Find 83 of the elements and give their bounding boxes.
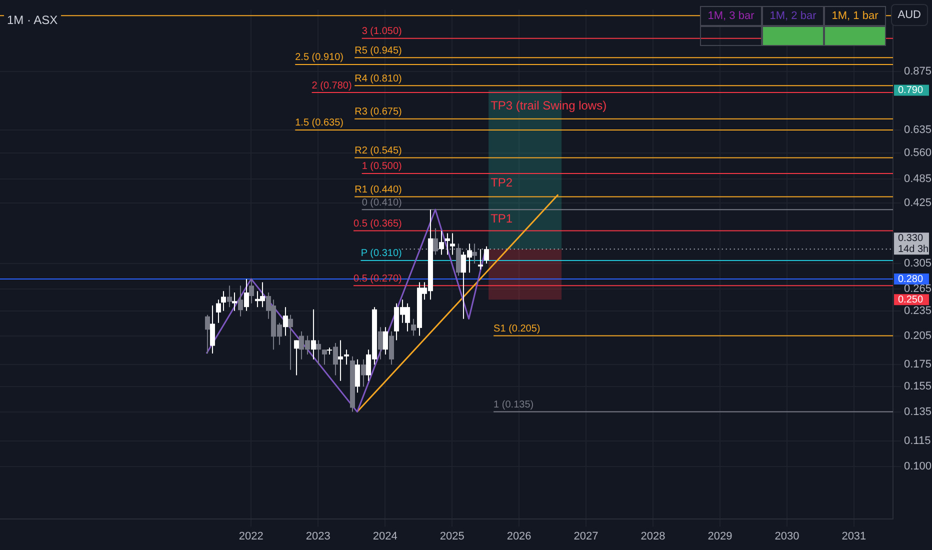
candlestick bbox=[344, 349, 349, 366]
x-tick-label: 2025 bbox=[440, 530, 464, 542]
ref-line-label: 1 (0.500) bbox=[362, 161, 402, 172]
candlestick bbox=[478, 248, 483, 270]
x-tick-label: 2023 bbox=[306, 530, 330, 542]
candlestick bbox=[316, 340, 321, 366]
candlestick bbox=[378, 326, 383, 360]
annotation: 0.280 bbox=[898, 274, 924, 285]
annotation: 1M, 3 bar bbox=[700, 6, 762, 26]
text: AUD bbox=[890, 4, 928, 26]
y-tick-label: 0.155 bbox=[904, 380, 932, 393]
candlestick bbox=[383, 326, 388, 355]
y-tick-label: 0.135 bbox=[904, 406, 932, 418]
candlestick bbox=[439, 230, 444, 256]
candlestick bbox=[333, 342, 338, 376]
candlestick bbox=[238, 285, 243, 317]
y-tick-label: 0.100 bbox=[904, 460, 932, 472]
annotation: TP3 (trail Swing lows) bbox=[490, 98, 607, 112]
x-tick-label: 2030 bbox=[774, 530, 800, 542]
annotation: 0.790 bbox=[898, 84, 924, 96]
ref-line-label: R4 (0.810) bbox=[354, 73, 402, 84]
candlestick bbox=[445, 232, 450, 256]
candlestick bbox=[433, 228, 438, 256]
y-tick-label: 0.115 bbox=[904, 435, 931, 448]
y-tick-label: 0.425 bbox=[904, 197, 932, 210]
ref-line-label: 1 (0.135) bbox=[494, 400, 534, 411]
annotation: TP2 bbox=[490, 175, 513, 190]
candlestick bbox=[216, 299, 221, 324]
candlestick bbox=[338, 340, 343, 382]
x-tick-label: 2029 bbox=[708, 530, 732, 542]
candlestick bbox=[311, 308, 316, 360]
ref-line-label: 3 (1.050) bbox=[362, 26, 402, 38]
candlestick bbox=[389, 330, 394, 366]
ref-line-label: 2 (0.780) bbox=[312, 80, 352, 92]
x-tick-label: 2028 bbox=[640, 530, 666, 542]
candlestick bbox=[355, 358, 360, 394]
y-tick-label: 0.305 bbox=[904, 257, 932, 270]
ref-line-label: P (0.310) bbox=[360, 248, 402, 260]
candlestick bbox=[221, 290, 226, 312]
candlestick bbox=[450, 232, 455, 256]
x-tick-label: 2027 bbox=[574, 530, 598, 542]
candlestick bbox=[288, 314, 293, 370]
candlestick bbox=[244, 278, 249, 312]
ref-line-label: R1 (0.440) bbox=[354, 184, 402, 196]
y-tick-label: 0.205 bbox=[904, 330, 932, 342]
y-tick-label: 0.235 bbox=[904, 304, 932, 317]
x-tick-label: 2031 bbox=[842, 530, 866, 542]
annotation: TP1 bbox=[490, 211, 513, 226]
candlestick bbox=[294, 340, 299, 376]
ref-line-label: S1 (0.205) bbox=[494, 324, 540, 335]
candlestick bbox=[361, 358, 366, 388]
ref-line-label: R5 (0.945) bbox=[354, 45, 402, 56]
candlestick bbox=[205, 314, 210, 354]
candlestick bbox=[227, 285, 232, 308]
candlestick bbox=[411, 318, 416, 336]
y-tick-label: 0.560 bbox=[904, 146, 932, 159]
text: 14d 3h bbox=[898, 244, 929, 255]
chart-title: 1M · ASX bbox=[4, 12, 61, 28]
ref-line-label: 1.5 (0.635) bbox=[295, 118, 344, 129]
candlestick bbox=[484, 246, 489, 264]
ref-line-label: 0.330 bbox=[898, 232, 924, 244]
x-tick-label: 2026 bbox=[506, 530, 532, 542]
ref-line-label: 0.5 (0.365) bbox=[353, 218, 402, 230]
y-tick-label: 0.265 bbox=[904, 283, 932, 296]
y-tick-label: 0.175 bbox=[904, 358, 932, 371]
x-tick-label: 2024 bbox=[372, 530, 398, 542]
ref-line-label: R3 (0.675) bbox=[354, 106, 402, 118]
annotation: 1M, 1 bar bbox=[824, 6, 886, 26]
x-tick-label: 2022 bbox=[238, 530, 264, 542]
candlestick bbox=[232, 292, 237, 312]
candlestick bbox=[322, 349, 327, 366]
candlestick bbox=[210, 305, 215, 354]
ref-line-label: 2.5 (0.910) bbox=[295, 52, 344, 64]
y-tick-label: 0.485 bbox=[904, 173, 932, 186]
y-tick-label: 0.875 bbox=[904, 66, 932, 78]
candlestick bbox=[249, 278, 254, 304]
ref-line-label: 0 (0.410) bbox=[362, 197, 402, 208]
candlestick bbox=[472, 243, 477, 264]
ref-line-label: R2 (0.545) bbox=[354, 146, 402, 157]
annotation: 1M, 2 bar bbox=[762, 6, 824, 26]
y-tick-label: 0.635 bbox=[904, 124, 932, 136]
candlestick bbox=[283, 306, 288, 336]
annotation: 0.250 bbox=[898, 294, 924, 306]
